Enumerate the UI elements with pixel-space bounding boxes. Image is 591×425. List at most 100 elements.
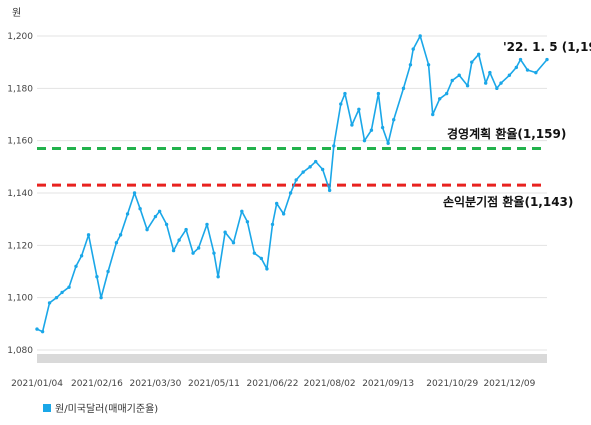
data-point	[132, 191, 137, 195]
annotations: '22. 1. 5 (1,198) 경영계획 환율(1,159) 손익분기점 환율(…	[443, 40, 591, 209]
data-point	[470, 60, 474, 64]
data-point	[106, 269, 110, 274]
data-point	[488, 70, 492, 75]
data-point	[164, 222, 169, 227]
x-tick-label: 2021/08/02	[304, 379, 356, 389]
data-point	[514, 65, 519, 70]
data-point	[153, 214, 158, 219]
data-point	[376, 91, 381, 96]
data-point	[288, 191, 293, 195]
data-point	[99, 295, 103, 300]
data-point	[332, 144, 336, 148]
data-point	[184, 227, 188, 232]
data-point	[301, 170, 305, 174]
data-point	[212, 251, 216, 255]
annotation-label: 경영계획 환율(1,159)	[447, 126, 566, 141]
data-point	[171, 248, 176, 253]
data-point	[313, 159, 318, 164]
data-point	[274, 201, 279, 206]
data-point	[465, 84, 470, 88]
x-tick-label: 2021/10/29	[426, 379, 478, 389]
data-point	[216, 275, 220, 279]
data-point	[444, 91, 449, 96]
y-tick-label: 1,120	[7, 241, 33, 251]
data-point	[240, 209, 244, 214]
legend-label: 원/미국달러(매매기준율)	[55, 403, 158, 415]
y-axis-unit-label: 원	[12, 7, 21, 19]
data-point	[196, 246, 201, 250]
data-point	[350, 123, 354, 127]
data-point	[265, 267, 269, 271]
data-point	[74, 264, 78, 268]
data-point	[145, 227, 149, 232]
data-point	[54, 295, 59, 300]
data-point	[60, 290, 64, 295]
data-point	[118, 233, 123, 237]
data-point	[418, 34, 422, 38]
data-point	[308, 165, 312, 169]
data-point	[223, 230, 227, 234]
data-point	[426, 63, 431, 67]
data-point	[157, 209, 162, 214]
y-tick-label: 1,180	[7, 84, 33, 94]
data-point	[231, 241, 236, 245]
legend-swatch	[43, 404, 51, 412]
data-point	[357, 107, 361, 111]
data-point	[457, 73, 461, 77]
x-tick-label: 2021/05/11	[188, 379, 240, 389]
annotation-label: 손익분기점 환율(1,143)	[443, 194, 573, 209]
data-point	[431, 112, 435, 117]
reference-lines	[37, 147, 547, 187]
data-point	[138, 207, 142, 211]
data-point	[534, 70, 538, 75]
data-point	[177, 238, 181, 242]
data-point	[281, 212, 286, 216]
x-tick-labels: 2021/01/04 2021/02/16 2021/03/30 2021/05/11…	[11, 379, 536, 389]
data-point	[499, 81, 503, 85]
y-tick-label: 1,160	[7, 137, 33, 147]
x-tick-label: 2021/01/04	[11, 379, 63, 389]
data-point	[40, 329, 45, 334]
data-point	[495, 86, 499, 91]
data-point	[343, 91, 347, 96]
data-point	[518, 57, 523, 62]
data-point	[386, 141, 390, 145]
data-point	[525, 68, 530, 72]
data-point	[339, 102, 343, 106]
data-point	[369, 128, 374, 132]
data-point	[205, 222, 209, 227]
y-tick-label: 1,080	[7, 346, 33, 356]
data-point	[79, 254, 84, 258]
data-point	[191, 251, 195, 255]
y-tick-label: 1,200	[7, 32, 33, 42]
data-point	[483, 81, 488, 85]
data-point	[545, 57, 549, 62]
x-axis-band	[37, 354, 547, 363]
data-point	[35, 327, 39, 331]
x-tick-label: 2021/06/22	[247, 379, 299, 389]
annotation-label: '22. 1. 5 (1,198)	[503, 40, 591, 54]
data-point	[114, 241, 119, 245]
data-point	[408, 63, 413, 67]
data-point	[125, 212, 130, 216]
grid-layer	[37, 35, 547, 351]
data-point	[401, 86, 406, 91]
y-tick-label: 1,100	[7, 294, 33, 304]
data-point	[95, 275, 99, 279]
data-point	[450, 78, 454, 83]
data-point	[362, 138, 367, 143]
data-point	[507, 73, 512, 77]
data-point	[411, 47, 415, 51]
data-point	[477, 52, 481, 57]
data-point	[294, 178, 298, 182]
y-tick-labels: 1,080 1,100 1,120 1,140 1,160 1,180 1,200	[7, 32, 33, 356]
data-point	[380, 125, 385, 130]
data-point	[245, 220, 250, 224]
x-tick-label: 2021/02/16	[71, 379, 123, 389]
y-tick-label: 1,140	[7, 189, 33, 199]
data-point	[392, 118, 396, 122]
legend: 원/미국달러(매매기준율)	[43, 403, 158, 415]
data-point	[259, 256, 264, 261]
